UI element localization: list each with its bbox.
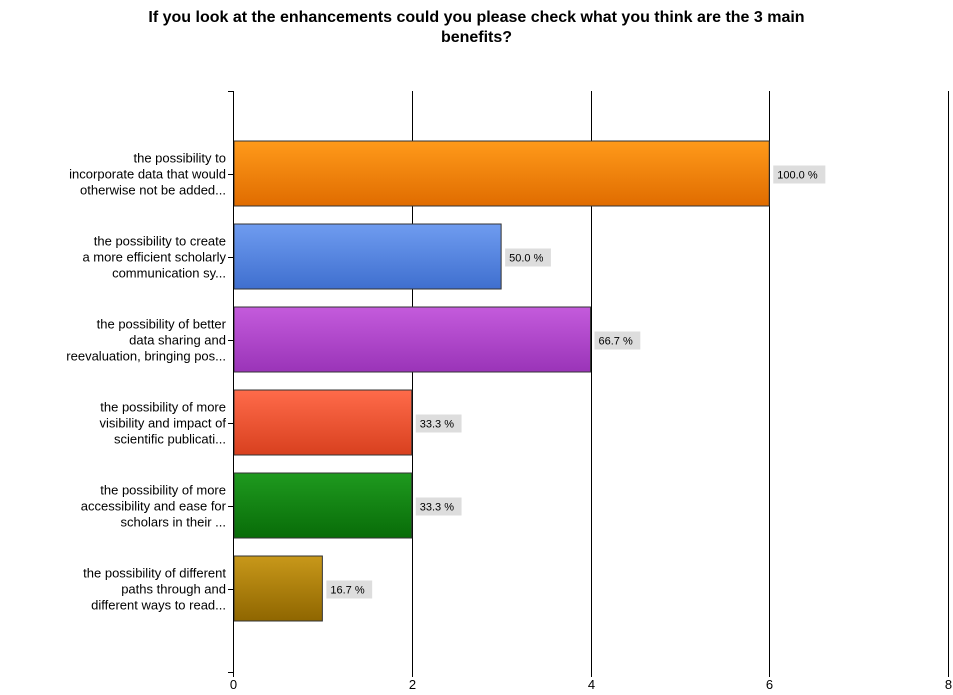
category-label-1-line-1: the possibility to: [134, 151, 227, 166]
x-tick-label-6: 6: [766, 677, 773, 692]
value-label-3: 66.7 %: [599, 336, 633, 348]
value-label-5: 33.3 %: [420, 502, 454, 514]
value-label-6: 16.7 %: [330, 585, 364, 597]
bar-4: [233, 389, 413, 456]
chart-title: If you look at the enhancements could yo…: [0, 8, 953, 48]
value-label-4: 33.3 %: [420, 419, 454, 431]
chart-title-line-2: benefits?: [440, 29, 513, 46]
value-label-1: 100.0 %: [777, 170, 818, 182]
value-label-box-4: [415, 414, 462, 433]
category-label-3-line-3: reevaluation, bringing pos...: [66, 349, 226, 364]
bars: [233, 140, 770, 622]
category-label-5-line-3: scholars in their ...: [121, 515, 227, 530]
bar-2: [233, 223, 502, 290]
x-tick-label-2: 2: [409, 677, 416, 692]
category-label-5-line-1: the possibility of more: [100, 483, 226, 498]
bar-1: [233, 140, 770, 207]
value-label-2: 50.0 %: [509, 253, 543, 265]
value-label-box-2: [505, 248, 551, 267]
category-label-4-line-3: scientific publicati...: [114, 432, 226, 447]
category-label-6-line-2: paths through and: [121, 582, 226, 597]
category-label-3-line-2: data sharing and: [129, 333, 226, 348]
category-label-6-line-1: the possibility of different: [83, 566, 226, 581]
value-label-box-5: [415, 497, 462, 516]
category-label-1-line-2: incorporate data that would: [69, 167, 226, 182]
bar-3: [233, 306, 591, 373]
bar-5: [233, 472, 413, 539]
category-label-2-line-1: the possibility to create: [94, 234, 226, 249]
x-tick-label-8: 8: [945, 677, 952, 692]
x-tick-label-4: 4: [588, 677, 595, 692]
category-label-4-line-1: the possibility of more: [100, 400, 226, 415]
bar-6: [233, 555, 323, 622]
value-label-box-1: [773, 165, 826, 184]
value-label-box-6: [326, 580, 373, 599]
x-tick-label-0: 0: [230, 677, 237, 692]
category-label-5-line-2: accessibility and ease for: [81, 499, 227, 514]
chart-title-line-1: If you look at the enhancements could yo…: [148, 9, 805, 26]
category-label-4-line-2: visibility and impact of: [100, 416, 227, 431]
category-label-2-line-2: a more efficient scholarly: [82, 250, 226, 265]
axes: [228, 91, 949, 677]
category-label-6-line-3: different ways to read...: [91, 598, 226, 613]
value-label-box-3: [594, 331, 641, 350]
category-label-1-line-3: otherwise not be added...: [80, 183, 226, 198]
category-label-2-line-3: communication sy...: [112, 266, 226, 281]
category-label-3-line-1: the possibility of better: [97, 317, 227, 332]
